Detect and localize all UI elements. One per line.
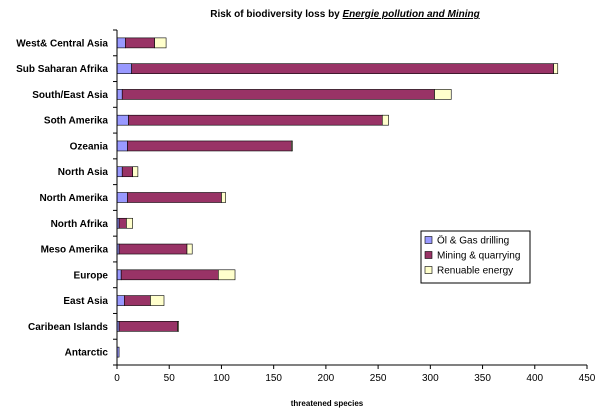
- x-axis-title: threatened species: [291, 399, 364, 408]
- bar-segment-mining: [127, 192, 222, 203]
- bar-segment-renewable: [126, 217, 133, 229]
- bar-segment-oil-gas: [116, 89, 123, 100]
- bar-segment-renewable: [186, 243, 193, 255]
- category-label: Sub Saharan Afrika: [16, 64, 108, 75]
- bar-segment-oil-gas: [116, 166, 123, 178]
- x-tick-label: 150: [265, 373, 282, 384]
- legend-label: Renuable energy: [437, 266, 513, 277]
- bar-segment-mining: [125, 37, 155, 49]
- category-label: East Asia: [63, 296, 108, 307]
- bar-segment-renewable: [132, 166, 139, 178]
- x-tick-label: 100: [213, 373, 230, 384]
- x-tick-label: 250: [370, 373, 387, 384]
- bar-segment-oil-gas: [116, 37, 126, 49]
- bar-segment-mining: [121, 166, 133, 178]
- x-tick-label: 0: [114, 373, 120, 384]
- category-label: Antarctic: [65, 348, 109, 359]
- bar-segment-renewable: [177, 321, 179, 332]
- bar-segment-oil-gas: [116, 63, 132, 74]
- bar-segment-mining: [131, 63, 554, 74]
- category-label: Meso Amerika: [41, 245, 109, 256]
- bar-segment-mining: [128, 114, 383, 126]
- bar-segment-renewable: [381, 114, 389, 126]
- bar-segment-renewable: [150, 295, 165, 306]
- x-tick-label: 400: [526, 373, 543, 384]
- bar-segment-mining: [124, 295, 151, 306]
- bar-segment-oil-gas: [116, 295, 125, 306]
- category-label: Ozeania: [70, 141, 109, 152]
- bar-segment-mining: [121, 89, 435, 100]
- legend-swatch: [424, 266, 433, 274]
- bar-segment-oil-gas: [116, 114, 129, 126]
- chart-title-prefix: Risk of biodiversity loss by: [210, 9, 342, 20]
- category-label: Caribean Islands: [28, 322, 108, 333]
- bar-segment-mining: [118, 321, 178, 332]
- category-label: North Amerika: [39, 193, 108, 204]
- bar-segment-mining: [118, 243, 188, 255]
- bar-segment-renewable: [154, 37, 167, 49]
- category-label: West& Central Asia: [16, 38, 108, 49]
- bar-segment-renewable: [218, 269, 236, 281]
- bar-segment-mining: [120, 269, 219, 281]
- legend-swatch: [424, 236, 433, 244]
- bar-segment-mining: [118, 217, 127, 229]
- legend-box: [420, 230, 531, 284]
- bar-segment-mining: [127, 140, 292, 152]
- x-tick-label: 50: [164, 373, 176, 384]
- x-tick-label: 300: [422, 373, 439, 384]
- x-tick-label: 200: [318, 373, 335, 384]
- category-label: South/East Asia: [32, 90, 108, 101]
- bar-segment-oil-gas: [116, 269, 122, 281]
- x-tick-label: 350: [474, 373, 491, 384]
- chart-title: Risk of biodiversity loss by Energie pol…: [210, 9, 479, 20]
- x-tick-label: 450: [579, 373, 596, 384]
- bar-segment-oil-gas: [116, 140, 128, 152]
- category-label: North Asia: [58, 167, 109, 178]
- bar-segment-oil-gas: [116, 192, 128, 203]
- bar-segment-renewable: [553, 63, 559, 74]
- legend-label: Öl & Gas drilling: [437, 235, 509, 247]
- bar-segment-renewable: [434, 89, 452, 100]
- bar-segment-renewable: [221, 192, 226, 203]
- chart-title-emphasis: Energie pollution and Mining: [343, 9, 480, 20]
- category-label: Europe: [74, 270, 109, 281]
- category-label: North Afrika: [51, 219, 109, 230]
- legend-swatch: [424, 251, 433, 259]
- bar-segment-renewable: [291, 140, 293, 152]
- plot-area: West& Central Asia Sub Saharan Afrika Sout…: [16, 29, 596, 384]
- legend-label: Mining & quarrying: [437, 251, 520, 262]
- category-label: Soth Amerika: [44, 116, 109, 127]
